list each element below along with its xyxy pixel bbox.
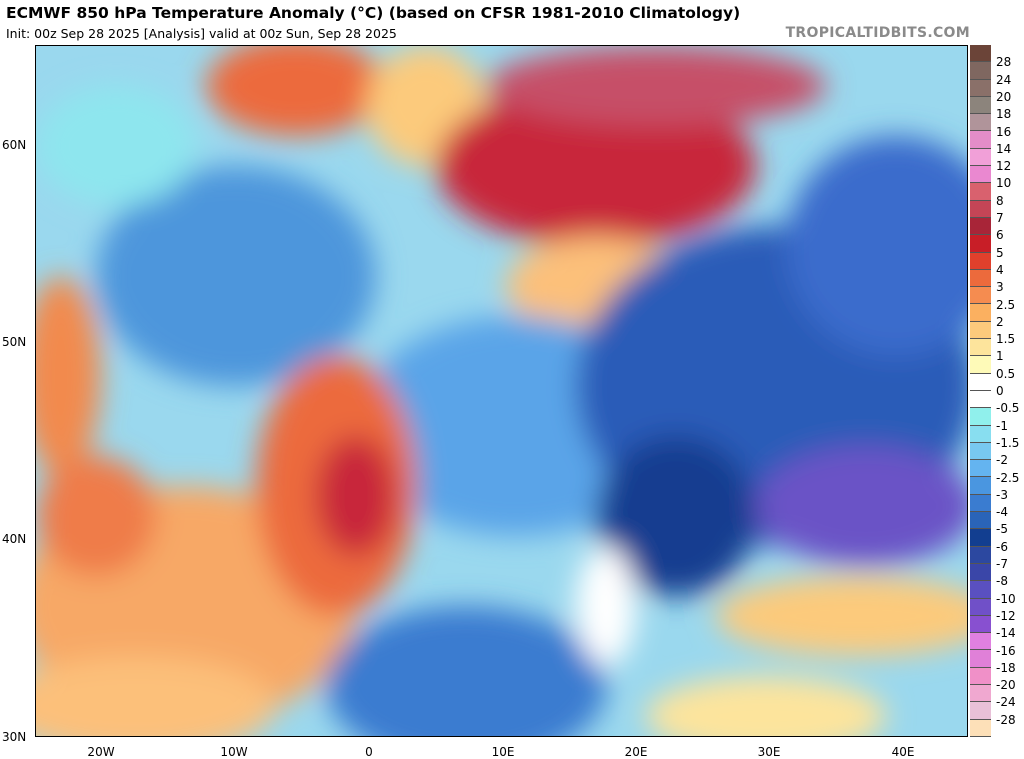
colorbar-label: -5 <box>996 522 1008 537</box>
colorbar-label: 14 <box>996 141 1012 156</box>
colorbar-label: -0.5 <box>996 401 1020 416</box>
colorbar-swatch <box>970 183 991 201</box>
map-subtitle: Init: 00z Sep 28 2025 [Analysis] valid a… <box>6 26 397 41</box>
colorbar-swatch <box>970 667 991 685</box>
colorbar-label: 4 <box>996 262 1004 277</box>
colorbar-label: 28 <box>996 55 1012 70</box>
lat-label: 50N <box>2 335 27 349</box>
colorbar-swatch <box>970 408 991 426</box>
colorbar-label: 3 <box>996 280 1004 295</box>
colorbar-swatch <box>970 217 991 236</box>
colorbar-swatch <box>970 615 991 634</box>
lon-label: 10W <box>220 745 248 759</box>
colorbar-label: 6 <box>996 228 1004 243</box>
colorbar-label: -10 <box>996 591 1016 606</box>
colorbar-label: 20 <box>996 89 1012 104</box>
colorbar-swatch <box>970 460 991 478</box>
lat-label: 40N <box>2 532 27 546</box>
colorbar-swatch <box>970 131 991 149</box>
colorbar <box>970 45 991 737</box>
colorbar-label: 1.5 <box>996 332 1016 347</box>
colorbar-swatch <box>970 477 991 495</box>
colorbar-label: -18 <box>996 660 1016 675</box>
lon-label: 20E <box>624 745 648 759</box>
colorbar-swatch <box>970 702 991 720</box>
colorbar-label: 10 <box>996 176 1012 191</box>
colorbar-label: 2.5 <box>996 297 1016 312</box>
colorbar-swatch <box>970 494 991 513</box>
colorbar-label: -28 <box>996 712 1016 727</box>
colorbar-swatch <box>970 684 991 703</box>
colorbar-swatch <box>970 200 991 218</box>
colorbar-swatch <box>970 45 991 63</box>
colorbar-swatch <box>970 633 991 651</box>
colorbar-label: 5 <box>996 245 1004 260</box>
colorbar-swatch <box>970 252 991 270</box>
lon-label: 20W <box>87 745 115 759</box>
map-title: ECMWF 850 hPa Temperature Anomaly (°C) (… <box>6 4 741 22</box>
colorbar-swatch <box>970 79 991 97</box>
colorbar-swatch <box>970 425 991 443</box>
lat-label: 30N <box>2 730 27 744</box>
colorbar-swatch <box>970 356 991 374</box>
colorbar-label: 12 <box>996 159 1012 174</box>
colorbar-label: 2 <box>996 314 1004 329</box>
colorbar-label: -1 <box>996 418 1008 433</box>
colorbar-swatch <box>970 598 991 616</box>
colorbar-label: -4 <box>996 505 1008 520</box>
colorbar-label: 24 <box>996 72 1012 87</box>
colorbar-swatch <box>970 529 991 547</box>
colorbar-swatch <box>970 235 991 253</box>
colorbar-label: -2.5 <box>996 470 1020 485</box>
lat-label: 60N <box>2 138 27 152</box>
temperature-anomaly-map <box>35 45 968 737</box>
colorbar-label: -7 <box>996 557 1008 571</box>
colorbar-swatch <box>970 304 991 322</box>
colorbar-swatch <box>970 269 991 288</box>
colorbar-swatch <box>970 563 991 582</box>
colorbar-label: 18 <box>996 107 1012 122</box>
colorbar-label: -8 <box>996 574 1008 589</box>
colorbar-label: -24 <box>996 695 1016 710</box>
brand-watermark: TROPICALTIDBITS.COM <box>785 25 970 41</box>
colorbar-swatch <box>970 114 991 132</box>
colorbar-swatch <box>970 166 991 184</box>
colorbar-swatch <box>970 719 991 737</box>
colorbar-swatch <box>970 96 991 115</box>
colorbar-swatch <box>970 512 991 530</box>
lon-label: 30E <box>757 745 781 759</box>
colorbar-swatch <box>970 373 991 391</box>
colorbar-label: -2 <box>996 453 1008 468</box>
lon-label: 10E <box>491 745 515 759</box>
colorbar-label: 7 <box>996 211 1004 225</box>
colorbar-swatch <box>970 62 991 80</box>
lon-label: 40E <box>891 745 915 759</box>
colorbar-swatch <box>970 321 991 340</box>
anomaly-field <box>36 46 967 736</box>
colorbar-label: -12 <box>996 608 1016 623</box>
colorbar-swatch <box>970 442 991 461</box>
colorbar-label: 16 <box>996 124 1012 139</box>
colorbar-swatch <box>970 339 991 357</box>
colorbar-label: -16 <box>996 643 1016 658</box>
colorbar-label: -6 <box>996 539 1008 554</box>
lon-label: 0 <box>365 745 373 759</box>
colorbar-label: -14 <box>996 626 1016 641</box>
colorbar-label: 1 <box>996 349 1004 364</box>
colorbar-swatch <box>970 390 991 409</box>
colorbar-swatch <box>970 148 991 167</box>
colorbar-label: 0 <box>996 384 1004 398</box>
colorbar-label: -20 <box>996 678 1016 693</box>
colorbar-label: 8 <box>996 193 1004 208</box>
colorbar-swatch <box>970 287 991 305</box>
colorbar-swatch <box>970 581 991 599</box>
colorbar-label: 0.5 <box>996 366 1016 381</box>
colorbar-label: -1.5 <box>996 435 1020 450</box>
colorbar-swatch <box>970 546 991 564</box>
colorbar-label: -3 <box>996 487 1008 502</box>
colorbar-swatch <box>970 650 991 668</box>
